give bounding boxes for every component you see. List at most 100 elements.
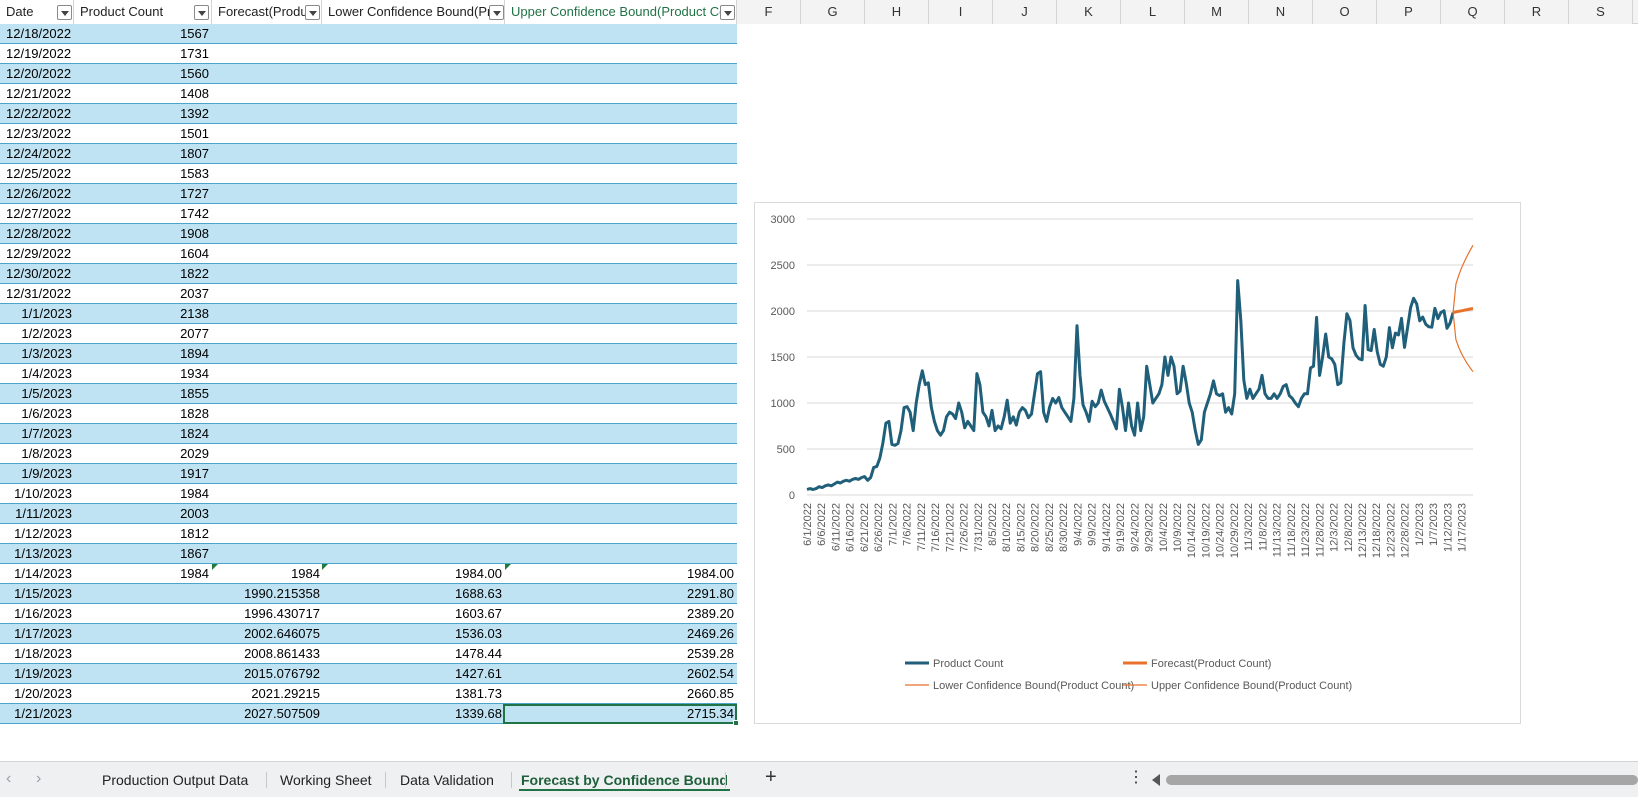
forecast-cell[interactable] — [212, 304, 320, 324]
forecast-cell[interactable] — [212, 24, 320, 44]
lower-bound-cell[interactable] — [322, 164, 502, 184]
forecast-cell[interactable]: 2002.646075 — [244, 626, 320, 641]
lower-bound-cell[interactable] — [322, 384, 502, 404]
table-row[interactable]: 12/27/2022 1742 — [0, 204, 737, 224]
date-cell[interactable]: 1/7/2023 — [21, 426, 72, 441]
upper-bound-cell[interactable] — [505, 304, 734, 324]
lower-bound-cell[interactable] — [322, 304, 502, 324]
lower-bound-cell[interactable] — [322, 144, 502, 164]
forecast-cell[interactable] — [212, 324, 320, 344]
lower-bound-cell[interactable] — [322, 64, 502, 84]
forecast-cell[interactable]: 1996.430717 — [244, 606, 320, 621]
forecast-line-chart[interactable]: 0 500 1000 1500 2000 2500 3000 6/1/2022 6/6/2022… — [754, 202, 1521, 724]
table-row[interactable]: 1/6/2023 1828 — [0, 404, 737, 424]
forecast-cell[interactable] — [212, 344, 320, 364]
product-count-cell[interactable]: 1984 — [180, 566, 209, 581]
date-cell[interactable]: 12/28/2022 — [6, 226, 72, 241]
forecast-cell[interactable] — [212, 404, 320, 424]
upper-bound-cell[interactable] — [505, 384, 734, 404]
upper-bound-cell[interactable]: 2389.20 — [687, 606, 734, 621]
column-letter-q[interactable]: Q — [1441, 0, 1505, 24]
lower-bound-cell[interactable] — [322, 124, 502, 144]
upper-bound-cell[interactable] — [505, 364, 734, 384]
lower-bound-cell[interactable]: 1427.61 — [455, 666, 502, 681]
upper-bound-cell[interactable]: 2602.54 — [687, 666, 734, 681]
date-cell[interactable]: 12/19/2022 — [6, 46, 72, 61]
product-count-cell[interactable]: 2037 — [180, 286, 209, 301]
filter-dropdown-icon[interactable] — [57, 5, 72, 20]
table-row[interactable]: 1/9/2023 1917 — [0, 464, 737, 484]
forecast-cell[interactable]: 1984 — [291, 566, 320, 581]
column-letter-i[interactable]: I — [929, 0, 993, 24]
table-row[interactable]: 12/24/2022 1807 — [0, 144, 737, 164]
product-count-cell[interactable]: 1742 — [180, 206, 209, 221]
lower-bound-cell[interactable]: 1603.67 — [455, 606, 502, 621]
product-count-cell[interactable]: 2003 — [180, 506, 209, 521]
table-row[interactable]: 12/30/2022 1822 — [0, 264, 737, 284]
date-cell[interactable]: 12/20/2022 — [6, 66, 72, 81]
table-row[interactable]: 1/2/2023 2077 — [0, 324, 737, 344]
product-count-cell[interactable] — [70, 584, 209, 604]
table-row[interactable]: 1/8/2023 2029 — [0, 444, 737, 464]
date-cell[interactable]: 1/10/2023 — [14, 486, 72, 501]
table-row[interactable]: 1/4/2023 1934 — [0, 364, 737, 384]
forecast-cell[interactable]: 1990.215358 — [244, 586, 320, 601]
table-row[interactable]: 1/10/2023 1984 — [0, 484, 737, 504]
tab-data-validation[interactable]: Data Validation — [400, 772, 494, 788]
upper-bound-cell[interactable] — [505, 64, 734, 84]
forecast-cell[interactable] — [212, 144, 320, 164]
column-letter-r[interactable]: R — [1505, 0, 1569, 24]
upper-bound-cell[interactable] — [505, 184, 734, 204]
forecast-cell[interactable] — [212, 104, 320, 124]
table-row[interactable]: 12/31/2022 2037 — [0, 284, 737, 304]
more-options-icon[interactable]: ⋮ — [1128, 769, 1144, 786]
table-row[interactable]: 1/21/2023 2027.507509 1339.68 2715.34 — [0, 704, 739, 726]
date-cell[interactable]: 1/11/2023 — [15, 506, 72, 521]
forecast-cell[interactable] — [212, 184, 320, 204]
date-cell[interactable]: 12/18/2022 — [6, 26, 72, 41]
product-count-cell[interactable] — [70, 624, 209, 644]
table-row[interactable]: 1/5/2023 1855 — [0, 384, 737, 404]
upper-bound-cell[interactable] — [505, 444, 734, 464]
column-letter-l[interactable]: L — [1121, 0, 1185, 24]
table-row[interactable]: 1/3/2023 1894 — [0, 344, 737, 364]
lower-bound-cell[interactable] — [322, 484, 502, 504]
product-count-cell[interactable]: 1812 — [180, 526, 209, 541]
upper-bound-cell[interactable] — [505, 484, 734, 504]
product-count-cell[interactable]: 1824 — [180, 426, 209, 441]
forecast-cell[interactable] — [212, 484, 320, 504]
column-letter-s[interactable]: S — [1569, 0, 1633, 24]
forecast-cell[interactable]: 2027.507509 — [244, 706, 320, 721]
upper-bound-cell[interactable]: 2715.34 — [687, 706, 734, 721]
forecast-cell[interactable] — [212, 124, 320, 144]
product-count-cell[interactable] — [70, 664, 209, 684]
table-row[interactable]: 12/21/2022 1408 — [0, 84, 737, 104]
horizontal-scrollbar[interactable] — [1166, 775, 1638, 785]
filter-dropdown-icon[interactable] — [720, 5, 735, 20]
upper-bound-cell[interactable]: 2660.85 — [687, 686, 734, 701]
forecast-cell[interactable] — [212, 264, 320, 284]
product-count-cell[interactable]: 2029 — [180, 446, 209, 461]
product-count-cell[interactable] — [70, 644, 209, 664]
upper-bound-cell[interactable] — [505, 544, 734, 564]
header-upper-bound[interactable]: Upper Confidence Bound(Product Co — [505, 0, 737, 24]
date-cell[interactable]: 1/16/2023 — [14, 606, 72, 621]
column-letter-p[interactable]: P — [1377, 0, 1441, 24]
forecast-cell[interactable] — [212, 444, 320, 464]
upper-bound-cell[interactable] — [505, 404, 734, 424]
upper-bound-cell[interactable] — [505, 84, 734, 104]
upper-bound-cell[interactable] — [505, 344, 734, 364]
product-count-cell[interactable]: 1501 — [180, 126, 209, 141]
table-row[interactable]: 1/17/2023 2002.646075 1536.03 2469.26 — [0, 624, 737, 644]
forecast-cell[interactable] — [212, 424, 320, 444]
forecast-cell[interactable]: 2015.076792 — [244, 666, 320, 681]
upper-bound-cell[interactable] — [505, 284, 734, 304]
date-cell[interactable]: 12/24/2022 — [6, 146, 72, 161]
upper-bound-cell[interactable] — [505, 104, 734, 124]
table-row[interactable]: 1/16/2023 1996.430717 1603.67 2389.20 — [0, 604, 737, 624]
upper-bound-cell[interactable] — [505, 244, 734, 264]
product-count-cell[interactable]: 1567 — [180, 26, 209, 41]
table-row[interactable]: 1/15/2023 1990.215358 1688.63 2291.80 — [0, 584, 737, 604]
product-count-cell[interactable] — [70, 604, 209, 624]
date-cell[interactable]: 1/14/2023 — [14, 566, 72, 581]
